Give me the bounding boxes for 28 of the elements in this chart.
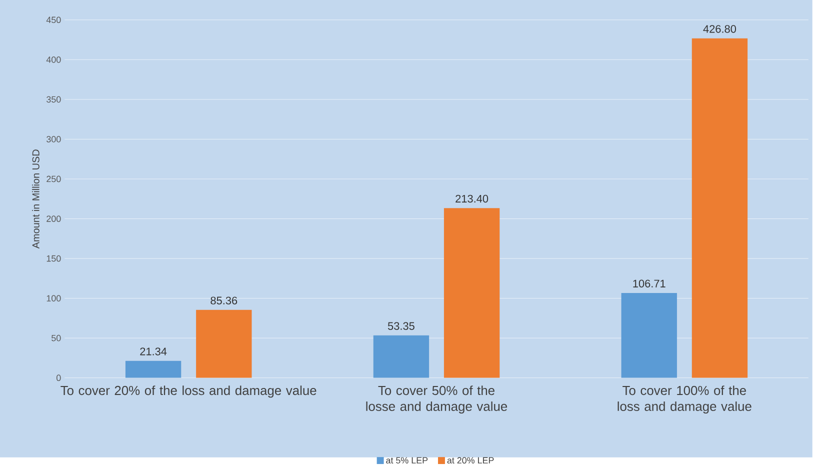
bar <box>621 292 677 378</box>
bar <box>196 310 252 378</box>
y-tick-label: 0 <box>56 374 61 382</box>
x-tick-label: To cover 100% of the loss and damage value <box>618 386 752 414</box>
bar <box>692 38 748 378</box>
data-label: 426.80 <box>703 25 736 33</box>
data-label: 85.36 <box>210 296 238 304</box>
data-label: 213.40 <box>456 194 488 203</box>
y-tick-label: 250 <box>46 176 61 182</box>
y-tick-label: 450 <box>46 16 61 24</box>
x-tick-label: To cover 50% of the losse and damage value <box>366 386 508 414</box>
y-tick-label: 300 <box>46 136 61 142</box>
bar <box>125 360 182 378</box>
y-axis-title: Amount in Million USD <box>32 150 40 249</box>
legend-label: at 5% LEP <box>386 457 428 464</box>
y-tick-label: 50 <box>52 334 61 342</box>
data-label: 53.35 <box>388 322 414 330</box>
data-label: 106.71 <box>633 280 666 288</box>
x-tick-label: To cover 20% of the loss and damage value <box>60 386 316 398</box>
legend-label: at 20% LEP <box>447 457 494 464</box>
bar <box>444 208 500 378</box>
bar <box>373 335 430 378</box>
y-tick-label: 150 <box>46 255 61 262</box>
y-tick-label: 200 <box>46 216 61 222</box>
y-tick-label: 400 <box>46 56 61 63</box>
y-tick-label: 100 <box>46 295 61 302</box>
y-tick-label: 350 <box>46 96 61 103</box>
data-label: 21.34 <box>140 348 167 356</box>
